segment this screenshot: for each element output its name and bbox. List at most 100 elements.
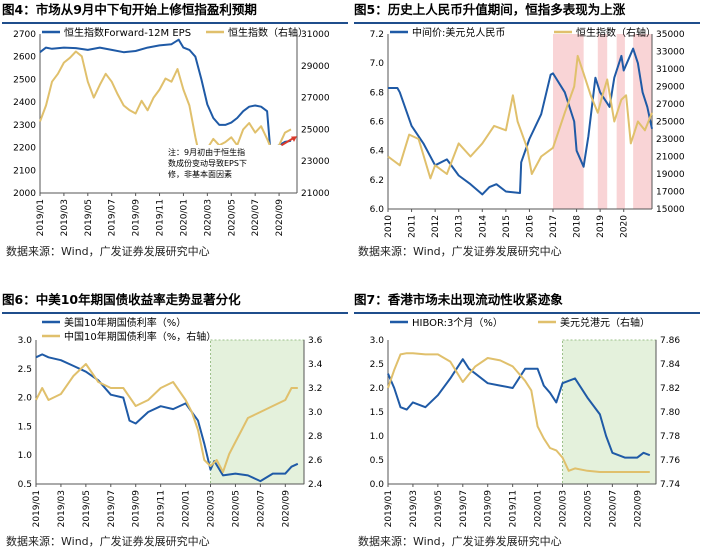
x-tick-label: 2011: [408, 215, 418, 238]
chart-title: 图5：历史上人民币升值期间，恒指多表现为上涨: [354, 0, 700, 24]
y-tick-label-right: 7.82: [660, 384, 680, 394]
x-tick-label: 2020/07: [608, 490, 618, 527]
y-tick-label-right: 33000: [656, 48, 685, 58]
x-tick-label: 2019/05: [84, 199, 94, 236]
y-tick-label-right: 35000: [656, 30, 685, 40]
x-tick-label: 2020/03: [559, 490, 569, 527]
x-tick-label: 2019/03: [57, 490, 67, 527]
x-tick-label: 2019/05: [82, 490, 92, 527]
y-tick-label-left: 3.0: [18, 336, 33, 346]
annotation-text: 修，非基本面因素: [168, 169, 232, 179]
y-tick-label-right: 7.86: [660, 336, 680, 346]
x-tick-label: 2019/01: [36, 199, 46, 236]
x-tick-label: 2019/09: [132, 490, 142, 528]
panel-fig7: 图7：香港市场未出现流动性收紧迹象 0.0 0.5 1.0 1.5 2.0 2.5 3.0 7…: [352, 290, 704, 552]
x-tick-label: 2020/03: [203, 199, 213, 236]
y-tick-label-right: 23000: [301, 157, 330, 167]
y-tick-label-right: 7.84: [660, 360, 680, 370]
y-tick-label-right: 31000: [301, 30, 330, 40]
x-tick-label: 2020/09: [633, 490, 643, 528]
series-line-secondary: [387, 54, 653, 180]
x-tick-label: 2014: [478, 215, 488, 238]
y-tick-label-right: 3.0: [308, 408, 323, 418]
x-tick-label: 2015: [502, 215, 512, 238]
y-tick-label-right: 29000: [656, 83, 685, 93]
series-line-primary: [388, 47, 653, 196]
x-tick-label: 2019/05: [434, 490, 444, 527]
y-tick-label-left: 2.5: [18, 365, 32, 375]
x-tick-label: 2019: [596, 215, 606, 238]
y-tick-label-right: 23000: [656, 135, 685, 145]
source-note: 数据来源：Wind，广发证券发展研究中心: [6, 245, 210, 258]
series-line-secondary: [35, 363, 298, 473]
y-tick-label-right: 21000: [301, 189, 330, 199]
legend-label: 美国10年期国债利率（%）: [64, 316, 186, 329]
shaded-period: [562, 339, 657, 485]
legend-label: 中间价:美元兑人民币: [412, 26, 505, 39]
shaded-period: [616, 34, 625, 209]
x-tick-label: 2019/07: [108, 199, 118, 236]
series-line-primary: [387, 358, 651, 459]
x-tick-label: 2019/11: [509, 490, 519, 527]
y-tick-label-right: 3.4: [308, 360, 323, 370]
annotation-arrowhead: [291, 136, 297, 142]
chart-fig6: 0.5 1.0 1.5 2.0 2.5 3.0 2.4 2.6 2.8 3.0 3.2 3.4 3.6 2…: [18, 316, 323, 528]
y-tick-label-left: 1.5: [370, 408, 384, 418]
x-tick-label: 2018: [573, 215, 583, 238]
x-tick-label: 2019/09: [132, 199, 142, 237]
y-tick-label-right: 7.78: [660, 432, 680, 442]
shaded-period: [210, 339, 305, 485]
series-line-secondary: [387, 352, 650, 473]
x-tick-label: 2020/07: [256, 490, 266, 527]
x-tick-label: 2010: [384, 215, 394, 238]
shaded-period: [633, 34, 652, 209]
legend-label: 恒生指数（右轴）: [576, 26, 656, 39]
y-tick-label-left: 0.5: [370, 456, 384, 466]
y-tick-label-left: 0.0: [370, 480, 385, 490]
x-tick-label: 2020/03: [207, 490, 217, 527]
annotation-box: [165, 145, 281, 183]
y-tick-label-right: 2.8: [308, 432, 323, 442]
y-tick-label-left: 2.0: [18, 394, 33, 404]
y-tick-label-right: 21000: [656, 153, 685, 163]
panel-fig5: 图5：历史上人民币升值期间，恒指多表现为上涨 6.0 6.2 6.4 6.6 6.8 7.…: [352, 0, 704, 265]
annotation-text: 注：9月初由于恒生指: [168, 147, 245, 157]
chart-fig4: 2000 2100 2200 2300 2400 2500 2600 2700 21000 230…: [13, 26, 330, 237]
x-tick-label: 2019/01: [384, 490, 394, 527]
y-tick-label-left: 2.5: [370, 360, 384, 370]
y-tick-label-right: 27000: [656, 100, 685, 110]
y-tick-label-left: 2200: [13, 144, 36, 154]
legend-label: HIBOR:3个月（%）: [412, 317, 503, 329]
y-tick-label-left: 2600: [13, 53, 36, 63]
x-tick-label: 2020/05: [227, 199, 237, 236]
chart-title: 图7：香港市场未出现流动性收紧迹象: [354, 290, 700, 314]
chart-title: 图4：市场从9月中下旬开始上修恒指盈利预期: [2, 0, 348, 24]
y-tick-label-right: 29000: [301, 62, 330, 72]
x-tick-label: 2016: [525, 215, 535, 238]
y-tick-label-right: 7.76: [660, 456, 680, 466]
y-tick-label-right: 17000: [656, 188, 685, 198]
y-tick-label-left: 7.0: [370, 59, 385, 69]
y-tick-label-left: 2700: [13, 30, 36, 40]
x-tick-label: 2020/07: [251, 199, 261, 236]
x-tick-label: 2019/07: [107, 490, 117, 527]
x-tick-label: 2020/09: [275, 199, 285, 237]
x-tick-label: 2019/03: [409, 490, 419, 527]
y-tick-label-left: 6.0: [370, 205, 385, 215]
y-tick-label-right: 3.6: [308, 336, 323, 346]
y-tick-label-left: 6.2: [370, 176, 384, 186]
y-tick-label-left: 1.0: [18, 451, 33, 461]
chart-fig7: 0.0 0.5 1.0 1.5 2.0 2.5 3.0 7.74 7.76 7.78 7.80 7.8…: [370, 316, 681, 528]
y-tick-label-right: 25000: [656, 118, 685, 128]
y-tick-label-right: 7.80: [660, 408, 680, 418]
x-tick-label: 2019/01: [32, 490, 42, 527]
y-tick-label-right: 2.6: [308, 456, 323, 466]
y-tick-label-right: 31000: [656, 65, 685, 75]
y-tick-label-left: 2.0: [370, 384, 385, 394]
y-tick-label-left: 6.6: [370, 118, 385, 128]
y-tick-label-right: 3.2: [308, 384, 322, 394]
series-line-primary: [39, 38, 292, 156]
y-tick-label-left: 7.2: [370, 30, 384, 40]
shaded-period: [597, 34, 608, 209]
y-tick-label-left: 2000: [13, 189, 36, 199]
